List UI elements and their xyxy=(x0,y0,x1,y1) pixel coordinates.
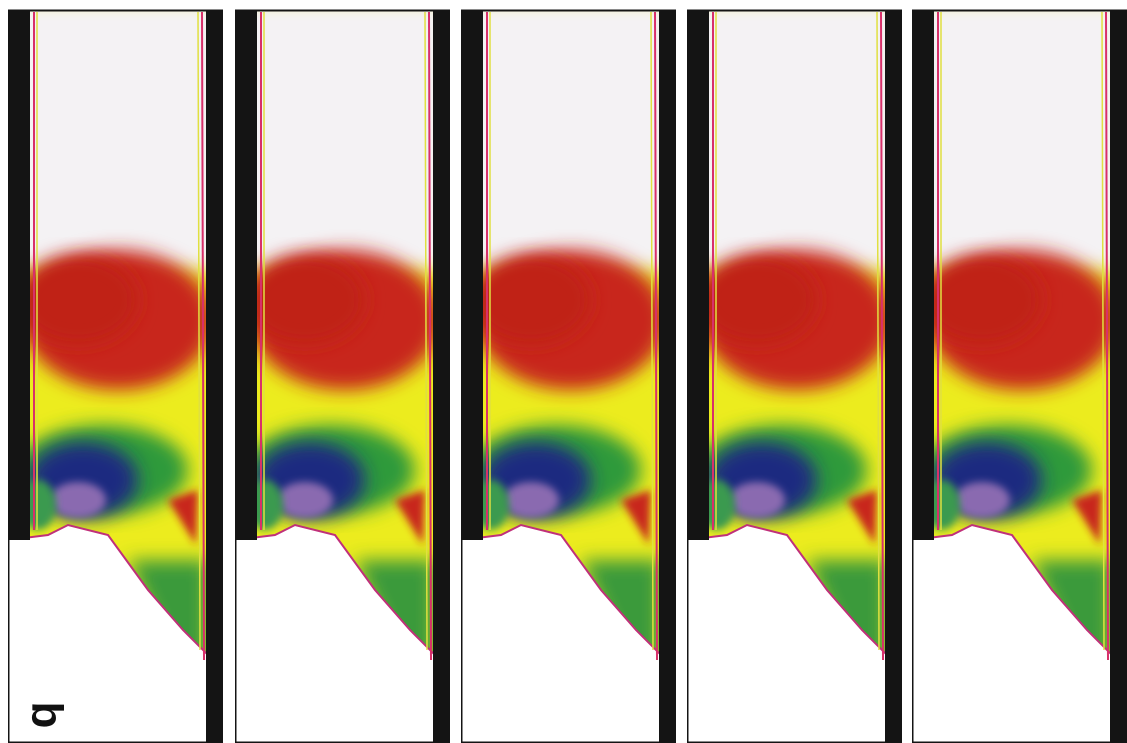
panel xyxy=(912,0,1127,743)
panel-label: b xyxy=(22,702,71,729)
panel xyxy=(8,0,223,743)
page: b (() => { const data = JSON.parse(docum… xyxy=(0,0,1127,743)
panel xyxy=(687,0,902,743)
panel xyxy=(235,0,450,743)
figure: b xyxy=(0,0,1127,743)
panel xyxy=(461,0,676,743)
